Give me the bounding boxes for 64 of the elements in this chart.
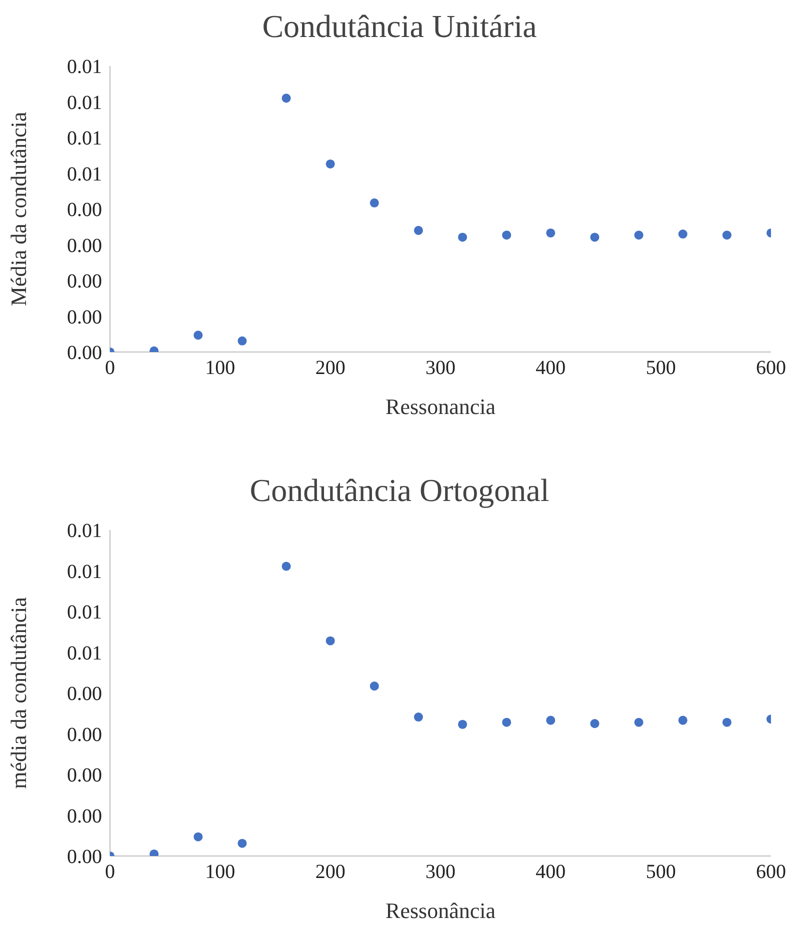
y-tick-label: 0.00 — [67, 805, 102, 828]
y-tick-label: 0.00 — [67, 724, 102, 746]
point — [326, 636, 335, 646]
y-tick-label: 0.00 — [67, 846, 102, 868]
y-tick-label: 0.01 — [67, 92, 102, 114]
point — [678, 230, 688, 239]
x-tick-label: 300 — [426, 357, 456, 380]
point — [370, 198, 379, 208]
x-tick-label: 400 — [536, 861, 566, 884]
y-tick-label: 0.01 — [67, 128, 102, 150]
point — [414, 712, 423, 722]
y-tick-label: 0.00 — [67, 342, 102, 364]
point — [634, 230, 644, 240]
x-axis-title: Ressonancia — [386, 394, 496, 419]
y-tick-label: 0.01 — [67, 642, 102, 664]
x-tick-label: 100 — [205, 357, 236, 380]
x-tick-label: 300 — [426, 861, 456, 884]
y-axis-title: média da condutância — [6, 596, 31, 789]
point — [458, 720, 468, 729]
point — [502, 230, 512, 240]
y-tick-label: 0.00 — [67, 199, 102, 222]
y-tick-label: 0.01 — [67, 560, 102, 583]
point — [502, 718, 512, 727]
chart-title: Condutância Unitária — [261, 8, 538, 46]
point — [370, 682, 379, 691]
x-tick-label: 0 — [105, 861, 115, 884]
x-tick-label: 500 — [646, 861, 676, 884]
y-tick-label: 0.01 — [67, 520, 102, 542]
x-tick-label: 500 — [646, 357, 676, 380]
point — [194, 330, 203, 340]
point — [414, 226, 423, 235]
x-axis-title: Ressonância — [386, 898, 496, 923]
point — [238, 838, 247, 848]
x-tick-label: 100 — [205, 861, 236, 884]
x-tick-label: 200 — [315, 861, 346, 884]
x-tick-label: 200 — [315, 357, 346, 380]
y-axis-title: Média da condutância — [6, 112, 31, 306]
point — [282, 562, 291, 571]
point — [678, 716, 688, 725]
y-tick-label: 0.01 — [67, 163, 102, 186]
x-tick-label: 0 — [105, 357, 115, 380]
y-tick-label: 0.00 — [67, 306, 102, 328]
point — [194, 832, 203, 842]
y-tick-label: 0.00 — [67, 683, 102, 706]
point — [722, 718, 732, 727]
x-tick-label: 600 — [756, 861, 786, 884]
chart-title: Condutância Ortogonal — [248, 472, 550, 510]
y-tick-label: 0.01 — [67, 56, 102, 78]
y-tick-label: 0.00 — [67, 270, 102, 293]
point — [326, 159, 335, 168]
y-tick-label: 0.00 — [67, 764, 102, 787]
y-tick-label: 0.01 — [67, 602, 102, 624]
y-tick-label: 0.00 — [67, 234, 102, 257]
point — [546, 228, 556, 238]
x-tick-label: 400 — [536, 357, 566, 380]
point — [458, 232, 468, 242]
point — [722, 230, 732, 240]
point — [282, 94, 291, 103]
point — [546, 716, 556, 725]
point — [590, 232, 600, 242]
point — [590, 719, 600, 728]
point — [238, 336, 247, 346]
x-tick-label: 600 — [756, 357, 786, 380]
point — [634, 718, 644, 727]
